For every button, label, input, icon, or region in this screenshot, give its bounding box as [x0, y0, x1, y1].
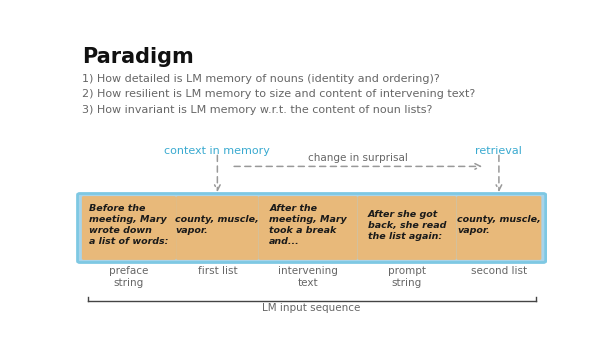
- Text: Paradigm: Paradigm: [82, 47, 194, 67]
- Text: preface
string: preface string: [109, 266, 148, 288]
- FancyBboxPatch shape: [358, 196, 457, 260]
- Text: After the
meeting, Mary
took a break
and...: After the meeting, Mary took a break and…: [269, 204, 347, 246]
- Text: change in surprisal: change in surprisal: [308, 153, 408, 163]
- Text: Before the
meeting, Mary
wrote down
a list of words:: Before the meeting, Mary wrote down a li…: [89, 204, 168, 246]
- FancyBboxPatch shape: [457, 196, 541, 260]
- Text: intervening
text: intervening text: [278, 266, 338, 288]
- Text: After she got
back, she read
the list again:: After she got back, she read the list ag…: [368, 210, 446, 241]
- Text: 2) How resilient is LM memory to size and content of intervening text?: 2) How resilient is LM memory to size an…: [82, 89, 475, 99]
- Text: second list: second list: [471, 266, 527, 276]
- Text: county, muscle,
vapor.: county, muscle, vapor.: [176, 215, 259, 235]
- FancyBboxPatch shape: [77, 194, 546, 262]
- FancyBboxPatch shape: [259, 196, 358, 260]
- Text: LM input sequence: LM input sequence: [263, 303, 361, 313]
- Text: prompt
string: prompt string: [388, 266, 426, 288]
- Text: context in memory: context in memory: [164, 145, 271, 156]
- Text: 1) How detailed is LM memory of nouns (identity and ordering)?: 1) How detailed is LM memory of nouns (i…: [82, 74, 440, 84]
- Text: county, muscle,
vapor.: county, muscle, vapor.: [457, 215, 541, 235]
- Text: retrieval: retrieval: [475, 145, 522, 156]
- Text: 3) How invariant is LM memory w.r.t. the content of noun lists?: 3) How invariant is LM memory w.r.t. the…: [82, 105, 432, 115]
- Text: first list: first list: [198, 266, 237, 276]
- FancyBboxPatch shape: [82, 196, 176, 260]
- FancyBboxPatch shape: [176, 196, 258, 260]
